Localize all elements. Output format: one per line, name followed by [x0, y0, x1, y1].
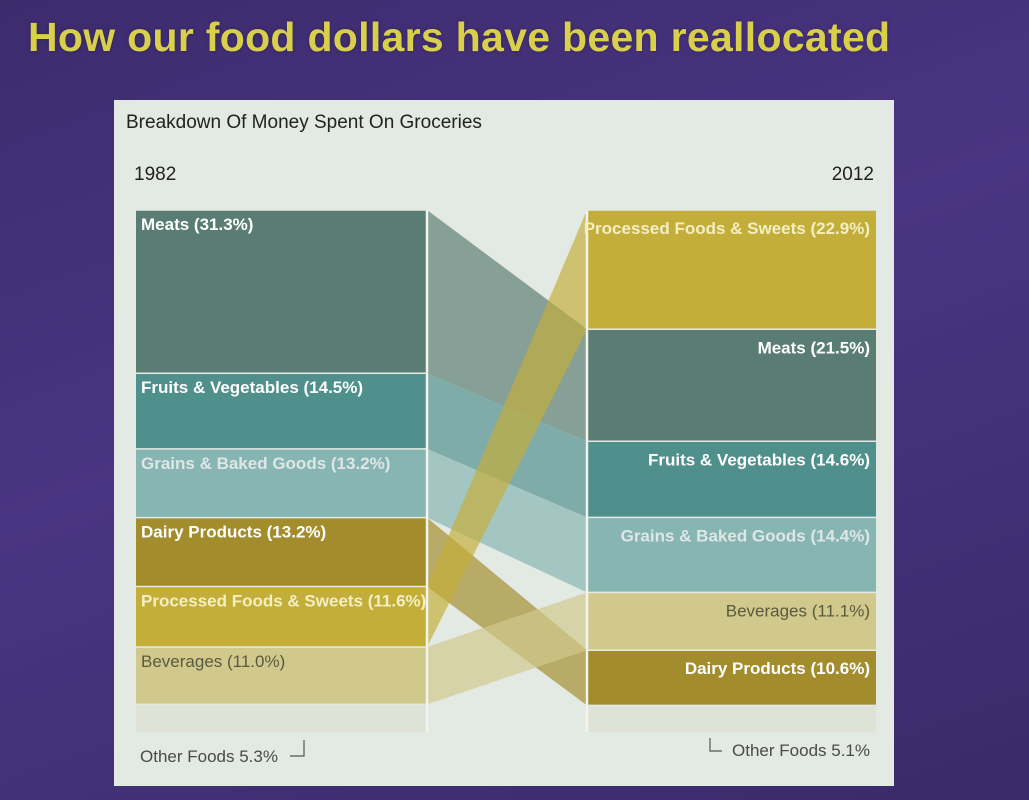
left-other-leader [290, 740, 305, 757]
flow-beverages [427, 592, 587, 705]
left-bar-other-foods [136, 704, 427, 732]
left-bar-grains-and-baked-goods [136, 448, 427, 518]
left-bar-processed-foods-and-sweets [136, 586, 427, 647]
left-year-label: 1982 [134, 164, 176, 185]
bar-layer [136, 209, 876, 732]
right-bar-processed-foods-and-sweets [587, 210, 876, 330]
flow-processed-foods-and-sweets [427, 210, 587, 647]
right-label-dairy-products: Dairy Products (10.6%) [685, 659, 870, 678]
right-other-leader [709, 738, 722, 752]
left-label-beverages: Beverages (11.0%) [141, 652, 285, 671]
right-label-beverages: Beverages (11.1%) [726, 601, 870, 620]
right-year-label: 2012 [832, 164, 874, 185]
left-bar-fruits-and-vegetables [136, 373, 427, 449]
right-bar-dairy-products [587, 650, 876, 706]
left-bar-dairy-products [136, 517, 427, 587]
left-bar-beverages [136, 646, 427, 705]
flow-layer [427, 210, 587, 706]
label-layer: Meats (31.3%) Meats (21.5%) Fruits & Veget… [140, 215, 870, 766]
right-label-meats: Meats (21.5%) [758, 338, 870, 357]
alluvial-chart: Meats (31.3%) Meats (21.5%) Fruits & Veget… [126, 112, 876, 766]
left-label-processed-foods-and-sweets: Processed Foods & Sweets (11.6%) [141, 592, 426, 611]
slide-title: How our food dollars have been reallocat… [28, 14, 891, 60]
left-label-fruits-and-vegetables: Fruits & Vegetables (14.5%) [141, 378, 363, 397]
right-bar-meats [587, 329, 876, 442]
left-label-grains-and-baked-goods: Grains & Baked Goods (13.2%) [141, 454, 390, 473]
left-label-meats: Meats (31.3%) [141, 215, 253, 234]
flow-grains-and-baked-goods [427, 448, 587, 593]
chart-panel: Meats (31.3%) Meats (21.5%) Fruits & Veget… [114, 100, 894, 786]
right-label-other-foods: Other Foods 5.1% [732, 741, 870, 760]
right-bar-other-foods [587, 705, 876, 732]
right-label-grains-and-baked-goods: Grains & Baked Goods (14.4%) [621, 526, 870, 545]
right-bar-grains-and-baked-goods [587, 517, 876, 593]
chart-title: Breakdown Of Money Spent On Groceries [126, 112, 482, 133]
left-label-dairy-products: Dairy Products (13.2%) [141, 523, 326, 542]
right-label-fruits-and-vegetables: Fruits & Vegetables (14.6%) [648, 450, 870, 469]
left-label-other-foods: Other Foods 5.3% [140, 747, 278, 766]
right-bar-fruits-and-vegetables [587, 441, 876, 518]
right-bar-beverages [587, 592, 876, 651]
left-bar-meats [136, 210, 427, 374]
right-label-processed-foods-and-sweets: Processed Foods & Sweets (22.9%) [584, 219, 870, 238]
